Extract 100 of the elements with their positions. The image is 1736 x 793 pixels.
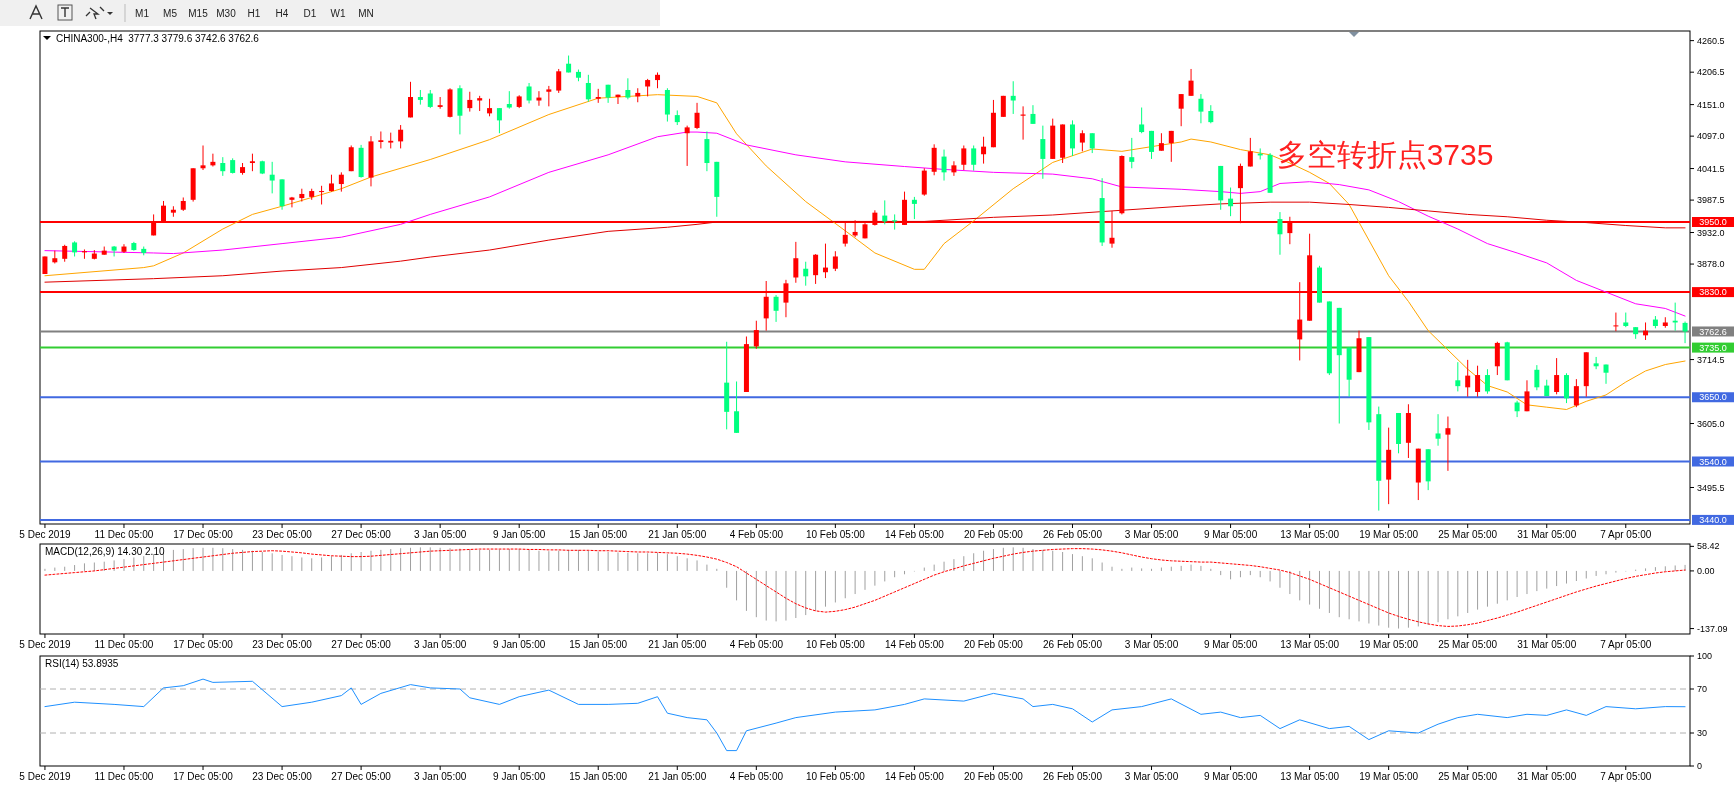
chart-title: RSI(14) 53.8935 [45, 658, 119, 669]
candlestick [1573, 378, 1579, 408]
candlestick [704, 130, 710, 172]
x-tick-label: 5 Dec 2019 [19, 771, 71, 782]
candlestick [1613, 312, 1619, 332]
y-tick-label: 100 [1697, 651, 1713, 662]
x-tick-label: 11 Dec 05:00 [94, 529, 154, 540]
x-tick-label: 7 Apr 05:00 [1600, 639, 1652, 650]
candlestick [1208, 104, 1214, 124]
x-tick-label: 9 Mar 05:00 [1203, 639, 1258, 650]
candlestick [1682, 321, 1688, 344]
candlestick [1465, 359, 1471, 398]
x-tick-label: 17 Dec 05:00 [173, 771, 234, 782]
candlestick [289, 196, 295, 208]
x-tick-label: 5 Dec 2019 [19, 529, 71, 540]
y-tick-label: 4206.5 [1697, 67, 1725, 78]
candlestick [921, 167, 927, 197]
text: M5 [163, 8, 178, 19]
x-tick-label: 14 Feb 05:00 [884, 771, 945, 782]
chart-title: CHINA300-,H4 3777.3 3779.6 3742.6 3762.6 [56, 33, 260, 44]
x-tick-label: 9 Mar 05:00 [1203, 771, 1258, 782]
candlestick [694, 102, 700, 130]
x-tick-label: 13 Mar 05:00 [1280, 639, 1340, 650]
x-tick-label: 4 Feb 05:00 [729, 771, 784, 782]
x-tick-label: 9 Jan 05:00 [493, 771, 546, 782]
y-tick-label: 4151.0 [1697, 99, 1725, 110]
candlestick [773, 294, 779, 323]
candlestick [1168, 130, 1174, 163]
line-series [44, 201, 1686, 283]
x-tick-label: 7 Apr 05:00 [1600, 529, 1652, 540]
candlestick [546, 85, 552, 107]
y-tick-label: 3878.0 [1697, 259, 1725, 270]
text: H4 [275, 8, 289, 19]
candlestick [1149, 130, 1155, 160]
x-tick-label: 9 Jan 05:00 [493, 529, 546, 540]
x-tick-label: 27 Dec 05:00 [331, 529, 392, 540]
x-tick-label: 10 Feb 05:00 [805, 529, 866, 540]
candlestick [1247, 137, 1253, 168]
ref-line-label: 3650.0 [1699, 392, 1727, 403]
candlestick [684, 125, 690, 167]
candlestick [1030, 104, 1036, 125]
x-tick-label: 20 Feb 05:00 [963, 529, 1024, 540]
candlestick [437, 96, 443, 110]
x-tick-label: 11 Dec 05:00 [94, 639, 154, 650]
x-tick-label: 7 Apr 05:00 [1600, 771, 1652, 782]
ref-line-label: 3762.6 [1699, 326, 1727, 337]
text: M1 [135, 8, 150, 19]
x-tick-label: 3 Mar 05:00 [1124, 529, 1179, 540]
candlestick [803, 261, 809, 287]
candlestick [319, 185, 325, 205]
x-tick-label: 21 Jan 05:00 [648, 771, 707, 782]
x-tick-label: 19 Mar 05:00 [1359, 639, 1419, 650]
x-tick-label: 27 Dec 05:00 [331, 639, 392, 650]
x-tick-label: 3 Jan 05:00 [414, 529, 467, 540]
candlestick [269, 161, 275, 194]
candlestick [378, 130, 384, 149]
candlestick [1445, 416, 1451, 472]
x-tick-label: 17 Dec 05:00 [173, 529, 234, 540]
candlestick [1277, 211, 1283, 256]
x-tick-label: 15 Jan 05:00 [569, 639, 628, 650]
x-tick-label: 25 Mar 05:00 [1438, 639, 1498, 650]
y-tick-label: 70 [1697, 684, 1708, 695]
x-tick-label: 14 Feb 05:00 [884, 639, 945, 650]
x-tick-label: 17 Dec 05:00 [173, 639, 234, 650]
candlestick [1010, 80, 1016, 115]
candlestick [467, 91, 473, 113]
x-tick-label: 25 Mar 05:00 [1438, 529, 1498, 540]
candlestick [961, 144, 967, 171]
x-tick-label: 19 Mar 05:00 [1359, 529, 1419, 540]
y-tick-label: 3495.5 [1697, 482, 1725, 493]
x-tick-label: 3 Mar 05:00 [1124, 771, 1179, 782]
text: M15 [188, 8, 209, 19]
ref-line-label: 3735.0 [1699, 342, 1727, 353]
candlestick [200, 144, 206, 171]
candlestick [911, 196, 917, 220]
candlestick [1069, 119, 1075, 157]
candlestick [971, 144, 977, 172]
candlestick [585, 74, 591, 103]
annotation: 多空转折点3735 [1276, 138, 1494, 171]
candlestick [348, 144, 354, 172]
text: MN [358, 8, 374, 19]
text: D1 [303, 8, 317, 19]
candlestick [1129, 137, 1135, 169]
candlestick [526, 82, 532, 104]
candlestick [408, 81, 414, 118]
text: H1 [247, 8, 261, 19]
candlestick [1514, 400, 1520, 418]
x-tick-label: 3 Mar 05:00 [1124, 639, 1179, 650]
text: W1 [330, 8, 346, 19]
x-tick-label: 19 Mar 05:00 [1359, 771, 1419, 782]
ref-line-label: 3950.0 [1699, 217, 1727, 228]
candlestick [1564, 372, 1569, 404]
x-tick-label: 14 Feb 05:00 [884, 529, 945, 540]
x-tick-label: 31 Mar 05:00 [1517, 771, 1577, 782]
candlestick [1228, 187, 1234, 217]
y-tick-label: 30 [1697, 728, 1708, 739]
candlestick [1079, 129, 1085, 152]
x-tick-label: 26 Feb 05:00 [1043, 771, 1103, 782]
x-tick-label: 31 Mar 05:00 [1517, 529, 1577, 540]
y-tick-label: 0.00 [1697, 566, 1715, 577]
